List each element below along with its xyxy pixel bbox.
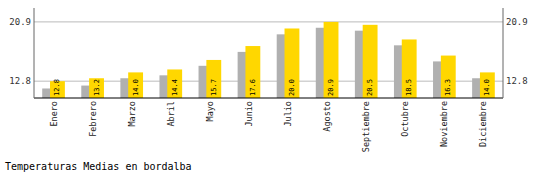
bar <box>480 72 495 98</box>
x-tick-label: Noviembre <box>439 101 449 147</box>
data-label: 20.9 <box>327 79 335 96</box>
grid-line <box>34 81 503 82</box>
bar <box>206 60 221 98</box>
chart-svg: 12.8 13.2 14.0 14.4 15.7 17.6 20.0 20.9 20.5 18.5… <box>0 0 537 174</box>
x-tick-label: Octubre <box>400 101 410 137</box>
bar <box>363 25 378 98</box>
y-axis-line <box>34 8 35 98</box>
data-label: 15.7 <box>210 79 218 96</box>
x-tick-label: Junio <box>244 101 254 127</box>
data-label: 12.8 <box>53 79 61 96</box>
y-tick-label-right: 20.9 <box>506 17 528 27</box>
y-tick-label: 12.8 <box>9 76 31 86</box>
data-label: 16.3 <box>444 79 452 96</box>
data-label: 14.4 <box>171 79 179 96</box>
data-label: 14.0 <box>483 79 491 96</box>
x-axis-line <box>34 98 503 99</box>
x-tick-label: Mayo <box>205 101 215 121</box>
y-tick-label: 20.9 <box>9 17 31 27</box>
data-label: 20.0 <box>288 79 296 96</box>
bar <box>245 46 260 98</box>
data-label: 17.6 <box>249 79 257 96</box>
bar <box>89 78 104 98</box>
bar <box>285 28 300 98</box>
x-tick-label: Marzo <box>127 101 137 127</box>
x-tick-label: Abril <box>166 101 176 127</box>
chart-container: 12.8 13.2 14.0 14.4 15.7 17.6 20.0 20.9 20.5 18.5… <box>0 0 537 174</box>
bar <box>128 72 143 98</box>
title: Temperaturas Medias en bordalba <box>5 161 192 172</box>
bar <box>441 56 456 98</box>
x-tick-label: Febrero <box>88 101 98 137</box>
x-tick-label: Septiembre <box>361 101 371 152</box>
bars <box>42 22 495 98</box>
y-tick-label-right: 12.8 <box>506 76 528 86</box>
x-tick-label: Agosto <box>322 101 332 132</box>
bar <box>167 69 182 98</box>
x-tick-label: Julio <box>283 101 293 127</box>
grid-line <box>34 21 503 22</box>
bar <box>402 39 417 98</box>
data-label: 20.5 <box>366 79 374 96</box>
data-label: 18.5 <box>405 79 413 96</box>
data-label: 14.0 <box>132 79 140 96</box>
data-label: 13.2 <box>93 79 101 96</box>
x-tick-label: Diciembre <box>478 101 488 147</box>
y-axis-line-right <box>503 8 504 98</box>
bar <box>324 22 339 98</box>
x-tick-label: Enero <box>49 101 59 127</box>
